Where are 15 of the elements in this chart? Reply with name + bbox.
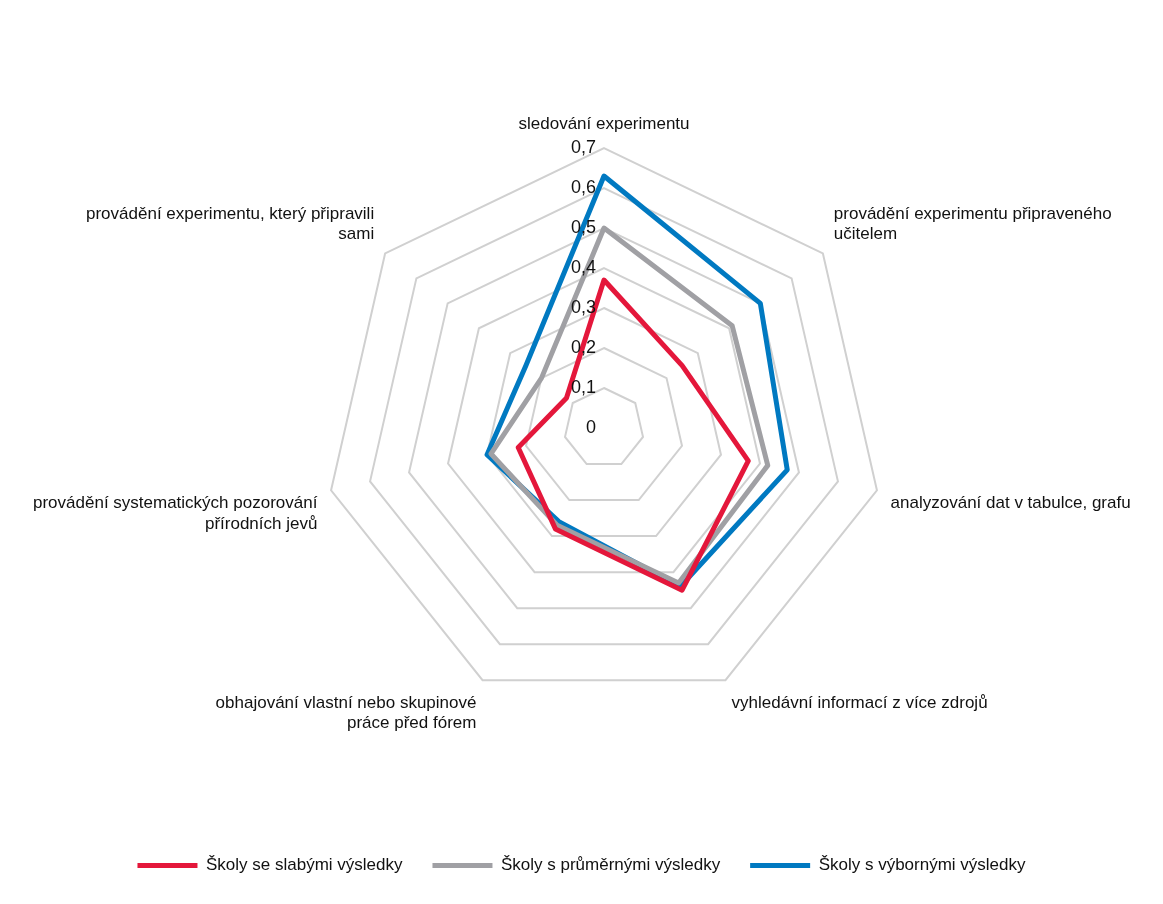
spoke-label: obhajování vlastní nebo skupinové práce před fórem — [215, 692, 477, 733]
legend-label: Školy s průměrnými výsledky — [500, 855, 721, 875]
spoke-label: provádění experimentu, který připravili sami — [85, 203, 375, 244]
y-tick-label: 0,7 — [570, 137, 596, 158]
spoke-label: analyzování dat v tabulce, grafu — [890, 493, 1131, 513]
legend-label: Školy s výbornými výsledky — [818, 855, 1027, 875]
spoke-label: vyhledávní informací z více zdrojů — [731, 692, 988, 712]
y-tick-label: 0 — [585, 416, 596, 437]
spoke-label: provádění experimentu připraveného učitelem — [833, 203, 1112, 244]
y-tick-label: 0,6 — [570, 177, 596, 198]
spoke-label: provádění systematických pozorování přírodních jevů — [33, 493, 318, 533]
y-tick-label: 0,1 — [570, 376, 596, 397]
y-tick-label: 0,4 — [570, 257, 596, 277]
spoke-label: sledování experimentu — [518, 113, 690, 133]
legend-label: Školy se slabými výsledky — [205, 855, 403, 875]
